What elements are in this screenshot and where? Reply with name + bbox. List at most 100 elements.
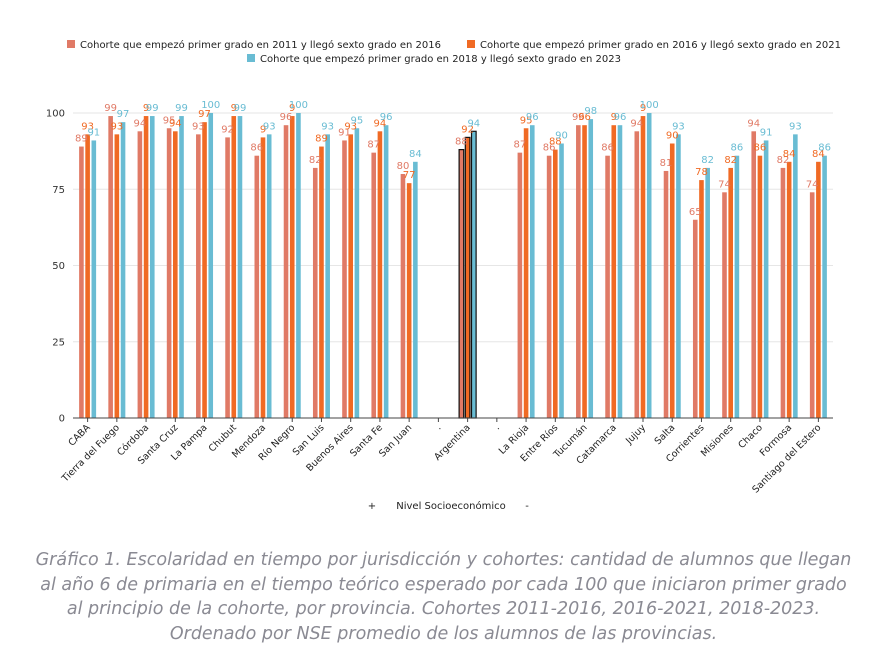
bar[interactable] [617,125,623,418]
bar-value-label: 96 [572,112,585,123]
bar[interactable] [576,125,581,418]
bar[interactable] [400,174,406,418]
bar[interactable] [559,143,564,419]
bar[interactable] [464,136,471,419]
bar-value-label: 92 [221,124,234,135]
bar-value-label: 95 [163,115,176,126]
bar[interactable] [237,116,243,419]
bar-value-label: 100 [640,100,659,111]
bar[interactable] [640,116,646,419]
bar[interactable] [137,131,143,419]
bar-value-label: 9 [260,124,266,135]
bar[interactable] [751,131,757,419]
bar[interactable] [108,116,113,419]
bar[interactable] [809,192,815,418]
legend-swatch-2016 [467,40,475,48]
bar[interactable] [312,167,318,418]
bar[interactable] [699,180,704,418]
bar[interactable] [85,134,90,418]
bar[interactable] [406,183,412,418]
bar[interactable] [413,161,418,419]
bar[interactable] [663,170,669,418]
bar[interactable] [91,140,97,418]
bar[interactable] [79,146,84,419]
bar-value-label: 93 [321,121,334,132]
bar[interactable] [816,161,821,419]
bar-value-label: 9 [640,103,646,114]
bar[interactable] [517,152,523,418]
bar[interactable] [793,134,798,418]
bar[interactable] [669,143,675,419]
x-tick-label: CABA [66,422,93,449]
bar[interactable] [266,134,272,418]
bar[interactable] [523,128,529,418]
bar[interactable] [780,167,786,418]
bar[interactable] [173,131,178,419]
bar[interactable] [166,128,172,418]
bar[interactable] [734,155,740,418]
bar[interactable] [208,113,214,418]
bar[interactable] [588,119,594,418]
bar[interactable] [546,155,552,418]
bar[interactable] [582,125,587,418]
bar[interactable] [283,125,289,418]
bar[interactable] [458,149,465,419]
bar-value-label: 93 [344,121,357,132]
bar-value-label: 93 [789,121,802,132]
bar[interactable] [260,137,266,418]
bar-value-label: 95 [351,115,364,126]
bar[interactable] [377,131,383,419]
legend-item-2018[interactable]: Cohorte que empezó primer grado en 2018 … [247,53,621,65]
bar[interactable] [553,149,558,418]
bar[interactable] [692,219,698,418]
bar[interactable] [254,155,260,418]
bar[interactable] [728,167,733,418]
bar[interactable] [202,122,207,419]
bar[interactable] [757,155,763,418]
bar[interactable] [634,131,640,419]
bar[interactable] [325,134,330,418]
legend-item-2016[interactable]: Cohorte que empezó primer grado en 2016 … [467,39,841,51]
bar[interactable] [114,134,120,418]
bar[interactable] [470,130,477,419]
bar[interactable] [120,122,126,419]
bar[interactable] [354,128,360,418]
bar[interactable] [646,113,652,418]
bar[interactable] [289,116,295,419]
bar[interactable] [822,155,827,418]
legend-label-2018: Cohorte que empezó primer grado en 2018 … [260,53,621,65]
bar[interactable] [225,137,230,418]
bar-value-label: 95 [520,115,533,126]
bar[interactable] [319,146,324,419]
bar-value-label: 91 [87,127,100,138]
bar-value-label: 82 [309,155,322,166]
bar[interactable] [722,192,727,418]
bar-value-label: 93 [81,121,94,132]
bar[interactable] [763,140,769,418]
bar[interactable] [231,116,237,419]
bar[interactable] [348,134,353,418]
bar[interactable] [705,167,710,418]
y-axis: 0 25 50 75 100 [46,109,65,425]
legend-item-2011[interactable]: Cohorte que empezó primer grado en 2011 … [67,39,441,51]
bar[interactable] [605,155,610,418]
bar[interactable] [342,140,347,418]
bar[interactable] [143,116,149,419]
bar[interactable] [296,113,301,418]
bar[interactable] [196,134,201,418]
gridlines [73,112,833,419]
bar[interactable] [383,125,389,418]
bar-value-label: 90 [666,131,679,142]
bar[interactable] [149,116,155,419]
bar[interactable] [611,125,617,418]
bar[interactable] [786,161,792,419]
bar-value-label: 86 [250,143,263,154]
bar[interactable] [529,125,535,418]
bar[interactable] [179,116,184,419]
bar-value-label: 94 [374,118,387,129]
bar[interactable] [676,134,681,418]
bar[interactable] [371,152,377,418]
bar-value-label: 91 [338,127,351,138]
legend-swatch-2011 [67,40,75,48]
